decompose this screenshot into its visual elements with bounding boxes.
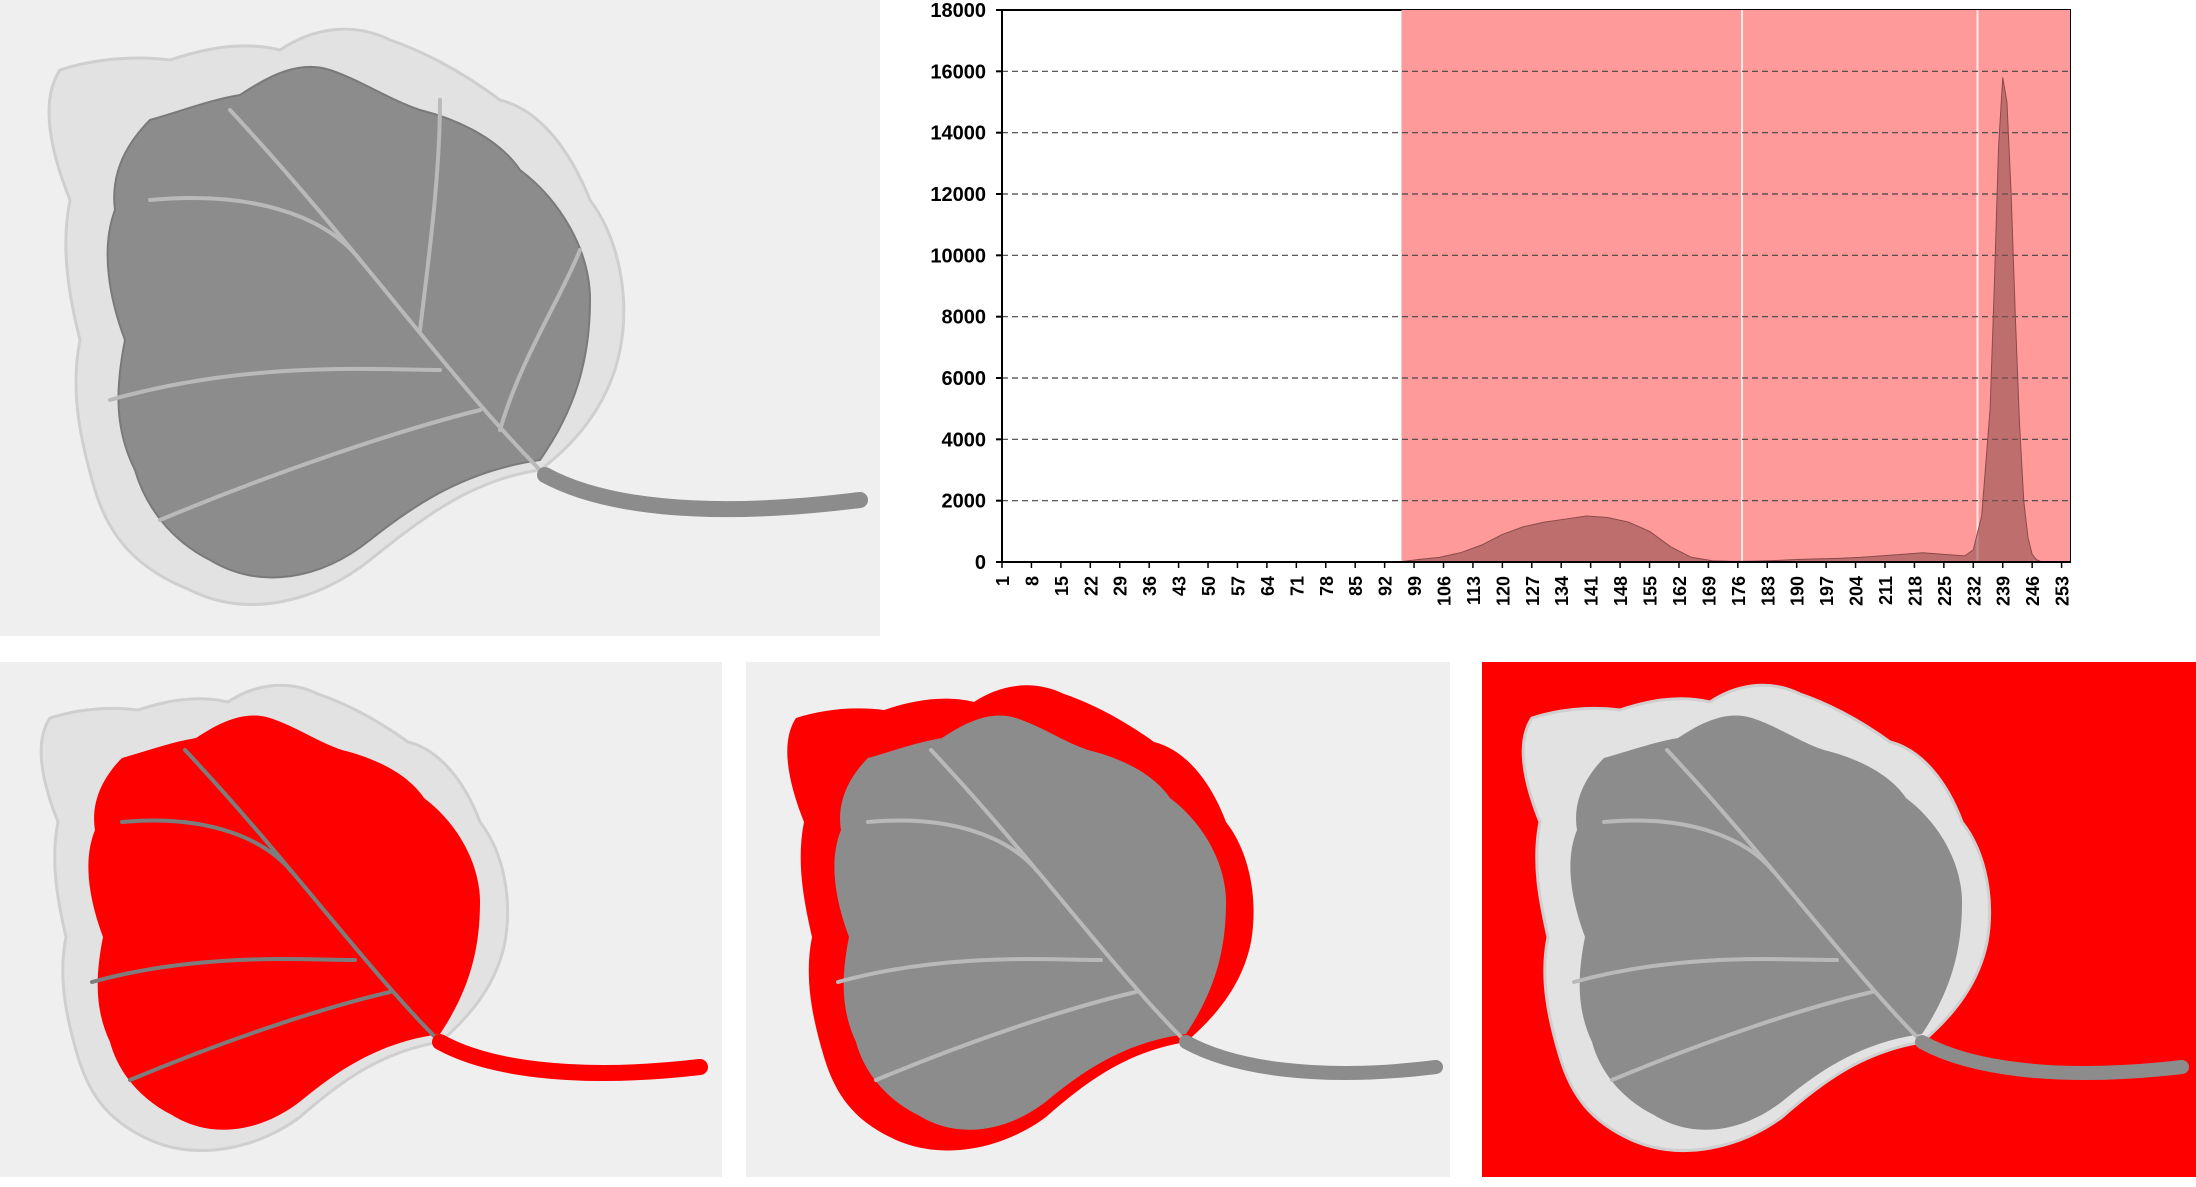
histogram-area	[1002, 77, 2071, 563]
shaded-range-band	[1401, 10, 2070, 562]
leaf-veins	[836, 748, 1188, 1082]
x-tick-label: 176	[1729, 576, 1749, 606]
x-tick-label: 211	[1876, 576, 1896, 605]
x-tick-label: 197	[1817, 576, 1837, 606]
leaf-veins	[1572, 748, 1924, 1082]
background-highlight-image	[1482, 662, 2196, 1177]
y-tick-label: 2000	[942, 491, 987, 513]
x-tick-label: 106	[1434, 576, 1454, 606]
x-tick-label: 218	[1905, 576, 1925, 606]
x-tick-label: 64	[1258, 576, 1278, 596]
x-tick-label: 253	[2053, 576, 2073, 606]
y-tick-label: 6000	[942, 368, 987, 390]
pale-margin-highlight-image	[746, 662, 1450, 1177]
histogram-chart: 0 2000 4000 6000 8000 10000 12000 14000 16000 180…	[880, 0, 2196, 640]
x-tick-label: 155	[1641, 576, 1661, 606]
green-region-highlight-image	[0, 662, 722, 1177]
y-tick-label: 8000	[942, 307, 987, 329]
leaf-veins	[108, 98, 582, 522]
x-tick-label: 134	[1552, 576, 1572, 606]
x-tick-label: 232	[1964, 576, 1984, 606]
x-tick-label: 29	[1111, 576, 1131, 596]
x-tick-label: 190	[1788, 576, 1808, 606]
red-highlight	[88, 715, 480, 1130]
leaf-stem	[1179, 1035, 1443, 1080]
x-tick-label: 43	[1170, 576, 1190, 596]
x-tick-label: 120	[1493, 576, 1513, 606]
x-tick-label: 22	[1081, 576, 1101, 596]
x-tick-label: 169	[1699, 576, 1719, 606]
y-tick-label: 0	[975, 552, 986, 574]
x-tick-label: 15	[1052, 576, 1072, 596]
y-tick-label: 12000	[930, 184, 986, 206]
x-tick-label: 50	[1199, 576, 1219, 596]
histogram-svg: 0 2000 4000 6000 8000 10000 12000 14000 16000 180…	[930, 0, 2073, 606]
leaf-illustration	[47, 27, 868, 606]
leaf-illustration	[1521, 683, 2189, 1152]
y-tick-label: 4000	[942, 429, 987, 451]
leaf-stem	[432, 1034, 708, 1081]
x-tick-label: 36	[1140, 576, 1160, 596]
y-tick-label: 18000	[930, 0, 986, 22]
x-tick-label: 92	[1376, 576, 1396, 596]
leaf-illustration	[39, 683, 708, 1152]
x-tick-label: 8	[1022, 576, 1042, 586]
y-tick-label: 14000	[930, 123, 986, 145]
x-tick-label: 1	[993, 576, 1013, 586]
leaf-green-area	[106, 65, 592, 579]
leaf-green-area	[1570, 715, 1962, 1130]
x-tick-label: 162	[1670, 576, 1690, 606]
x-tick-label: 141	[1582, 576, 1602, 606]
leaf-illustration	[787, 685, 1443, 1151]
x-tick-label: 57	[1228, 576, 1248, 596]
x-tick-label: 239	[1994, 576, 2014, 606]
original-leaf-image	[0, 0, 880, 636]
leaf-green-area	[834, 715, 1226, 1130]
x-tick-label: 85	[1346, 576, 1366, 596]
x-tick-label: 113	[1464, 576, 1484, 605]
x-tick-label: 225	[1935, 576, 1955, 606]
x-tick-label: 183	[1758, 576, 1778, 606]
y-tick-label: 10000	[930, 245, 986, 267]
x-tick-label: 204	[1847, 576, 1867, 606]
x-tick-label: 78	[1317, 576, 1337, 596]
leaf-stem	[1915, 1035, 2189, 1080]
x-tick-label: 246	[2023, 576, 2043, 606]
x-tick-label: 71	[1287, 576, 1307, 596]
y-tick-label: 16000	[930, 61, 986, 83]
x-tick-label: 127	[1523, 576, 1543, 606]
leaf-veins	[90, 748, 442, 1082]
x-tick-label: 148	[1611, 576, 1631, 606]
leaf-stem	[537, 467, 868, 518]
x-tick-label: 99	[1405, 576, 1425, 596]
